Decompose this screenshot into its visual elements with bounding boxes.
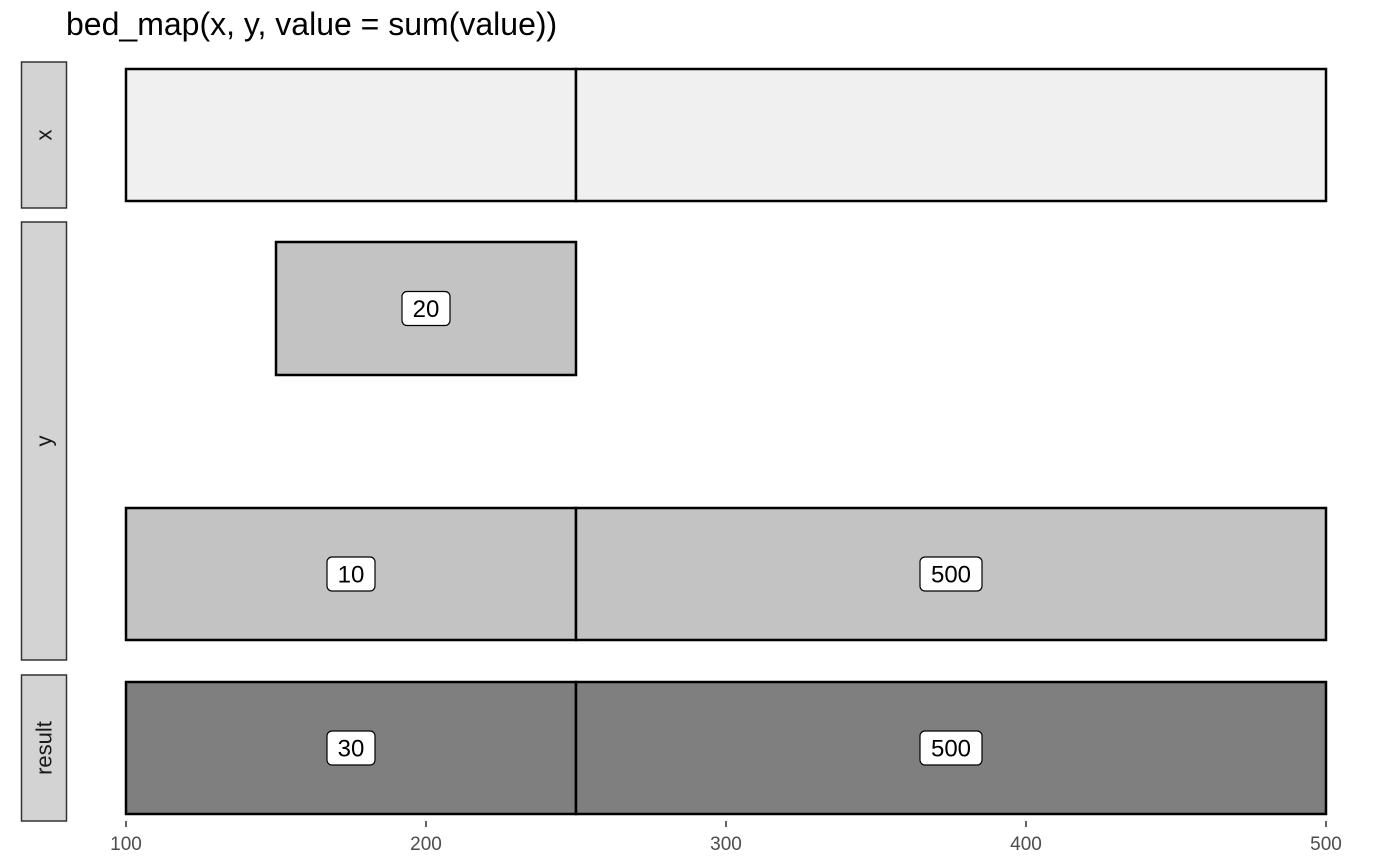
facet-strip-label: y <box>32 436 57 447</box>
value-label-box <box>919 556 983 592</box>
x-tick-label: 400 <box>1010 834 1042 855</box>
value-label: 500 <box>931 736 971 763</box>
interval-bar <box>124 67 578 203</box>
facet-strip-result <box>20 674 68 822</box>
facet-strip-label: result <box>32 721 57 775</box>
interval-bar <box>574 67 1328 203</box>
value-label-box <box>326 556 376 592</box>
x-tick-label: 300 <box>710 834 742 855</box>
facet-strip-x <box>20 61 68 209</box>
value-label: 20 <box>413 296 440 323</box>
x-tick-label: 100 <box>110 834 142 855</box>
value-label: 500 <box>931 562 971 589</box>
facet-strip-y <box>20 221 68 661</box>
value-label-box <box>401 290 451 327</box>
x-tick-label: 500 <box>1310 834 1342 855</box>
value-label: 30 <box>338 736 365 763</box>
x-tick-label: 200 <box>410 834 442 855</box>
chart-title: bed_map(x, y, value = sum(value)) <box>66 6 558 42</box>
value-label: 10 <box>338 562 365 589</box>
interval-bar <box>574 506 1328 642</box>
value-label-box <box>326 730 376 766</box>
value-label-box <box>919 730 983 766</box>
facet-strip-label: x <box>32 130 57 141</box>
